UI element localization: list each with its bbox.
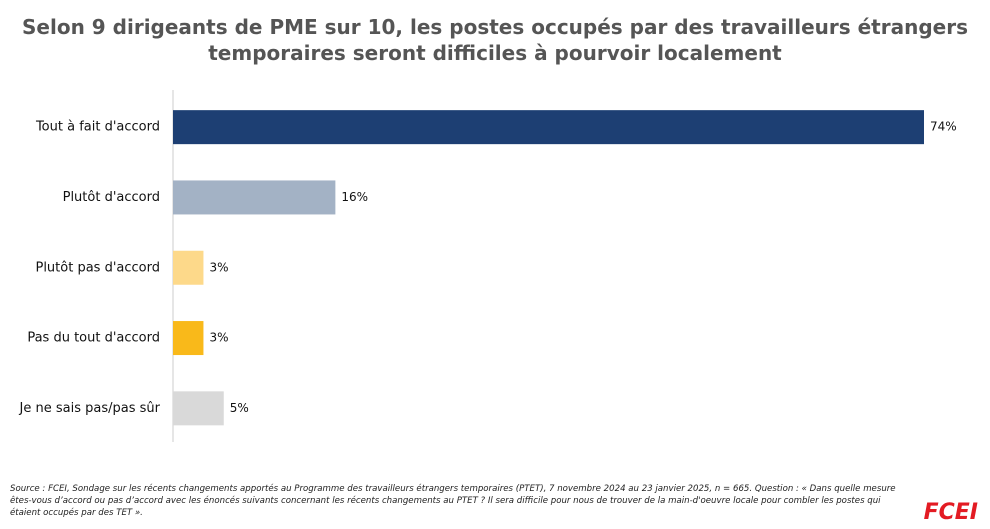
value-label: 5% [230,401,249,415]
value-label: 16% [341,190,368,204]
value-label: 3% [209,260,228,274]
category-label: Pas du tout d'accord [27,331,160,346]
logo: FCEI [923,500,978,525]
value-label: 3% [209,331,228,345]
chart-title: Selon 9 dirigeants de PME sur 10, les po… [22,15,968,65]
chart: Tout à fait d'accord 74% Plutôt d'accord 16… [19,90,957,442]
bar [173,321,204,356]
bar [173,250,204,285]
category-label: Plutôt d'accord [63,190,160,205]
bar [173,180,336,215]
category-label: Je ne sais pas/pas sûr [19,401,161,416]
category-label: Plutôt pas d'accord [35,260,160,275]
bar [173,391,224,426]
bar [173,110,924,145]
value-label: 74% [930,120,957,134]
source-note: Source : FCEI, Sondage sur les récents c… [10,484,896,518]
category-label: Tout à fait d'accord [35,120,160,135]
